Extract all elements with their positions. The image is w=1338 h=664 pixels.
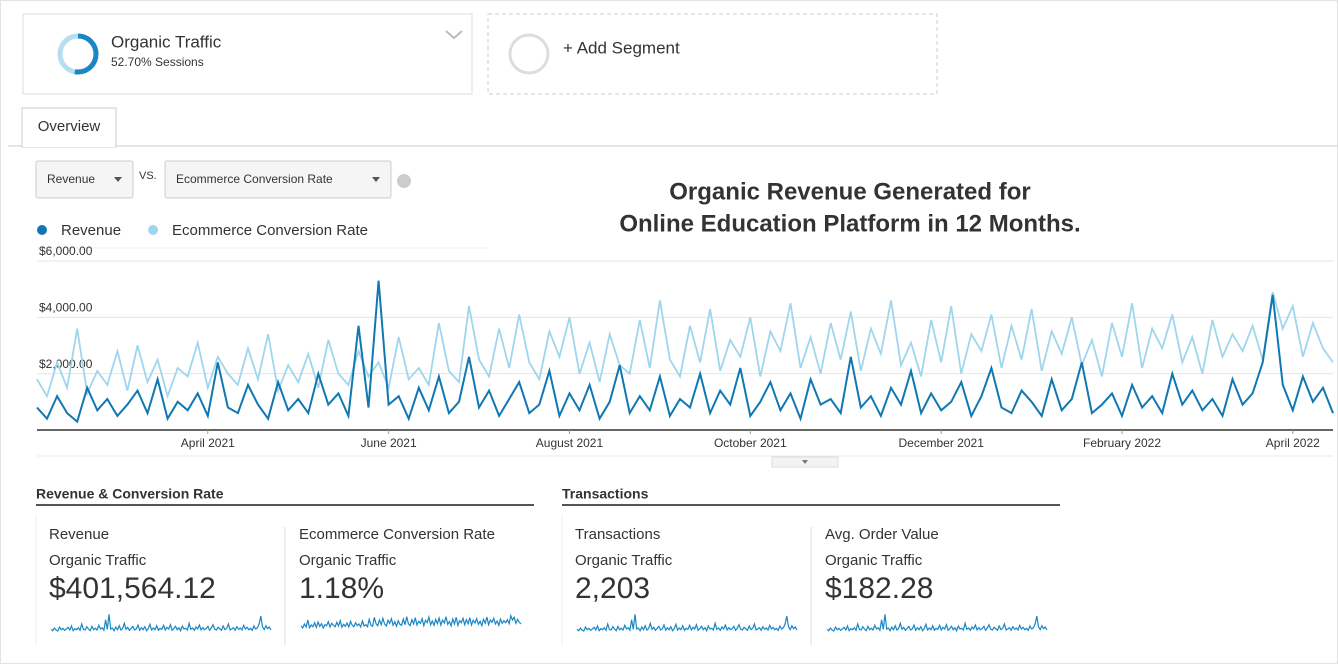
y-tick-label: $2,000.00: [39, 357, 93, 371]
chevron[interactable]: [445, 30, 463, 40]
sparkline: [50, 614, 272, 633]
x-tick-label: April 2022: [1266, 436, 1320, 450]
metric-dropdown[interactable]: [35, 160, 134, 199]
dropdown-arrow: [114, 177, 122, 182]
series-line: [36, 280, 1334, 424]
tab-label[interactable]: Overview: [38, 118, 101, 135]
x-tick-label: February 2022: [1083, 436, 1161, 450]
x-tick-label: October 2021: [714, 436, 787, 450]
legend-marker: [148, 225, 159, 235]
y-tick-label: $4,000.00: [39, 301, 93, 315]
sparkline: [300, 613, 522, 630]
card-value: 2,203: [575, 572, 650, 605]
dropdown-arrow: [372, 177, 380, 182]
sparkline: [826, 614, 1048, 633]
card-metric: Revenue: [49, 526, 109, 543]
x-tick-label: April 2021: [181, 436, 235, 450]
card-metric: Transactions: [575, 526, 660, 543]
card-segment: Organic Traffic: [825, 552, 923, 569]
y-tick-label: $6,000.00: [39, 244, 93, 258]
add-segment-card[interactable]: [487, 13, 938, 95]
tab[interactable]: [21, 107, 117, 148]
metric-label: Revenue: [47, 172, 95, 186]
toggle-arrow: [802, 460, 808, 464]
vs-label: VS.: [139, 170, 157, 182]
card-metric: Ecommerce Conversion Rate: [299, 526, 495, 543]
card-segment: Organic Traffic: [575, 552, 673, 569]
clear-button[interactable]: [397, 174, 411, 188]
series-line: [36, 291, 1334, 400]
x-tick-label: August 2021: [536, 436, 604, 450]
sparkline: [576, 614, 798, 633]
section-title: Revenue & Conversion Rate: [36, 486, 224, 502]
card-segment: Organic Traffic: [49, 552, 147, 569]
segment-name: Organic Traffic: [111, 32, 222, 51]
compare-label: Ecommerce Conversion Rate: [176, 172, 333, 186]
legend-label: Ecommerce Conversion Rate: [172, 222, 368, 239]
legend-marker: [37, 225, 47, 235]
card-value: $401,564.12: [49, 572, 216, 605]
card-metric: Avg. Order Value: [825, 526, 939, 543]
section-title: Transactions: [562, 486, 649, 502]
x-tick-label: June 2021: [361, 436, 417, 450]
segment-card[interactable]: [22, 13, 473, 95]
x-tick-label: December 2021: [898, 436, 984, 450]
card-value: 1.18%: [299, 572, 384, 605]
donut-share: [57, 33, 99, 75]
legend-label: Revenue: [61, 222, 121, 239]
add-segment[interactable]: + Add Segment: [563, 38, 680, 57]
annotation: Organic Revenue Generated for: [669, 178, 1030, 205]
segment-share: 52.70% Sessions: [111, 55, 204, 69]
annotation: Online Education Platform in 12 Months.: [619, 210, 1080, 237]
add-segment-circle: [508, 33, 550, 75]
card-value: $182.28: [825, 572, 933, 605]
card-segment: Organic Traffic: [299, 552, 397, 569]
compare-dropdown[interactable]: [164, 160, 392, 199]
